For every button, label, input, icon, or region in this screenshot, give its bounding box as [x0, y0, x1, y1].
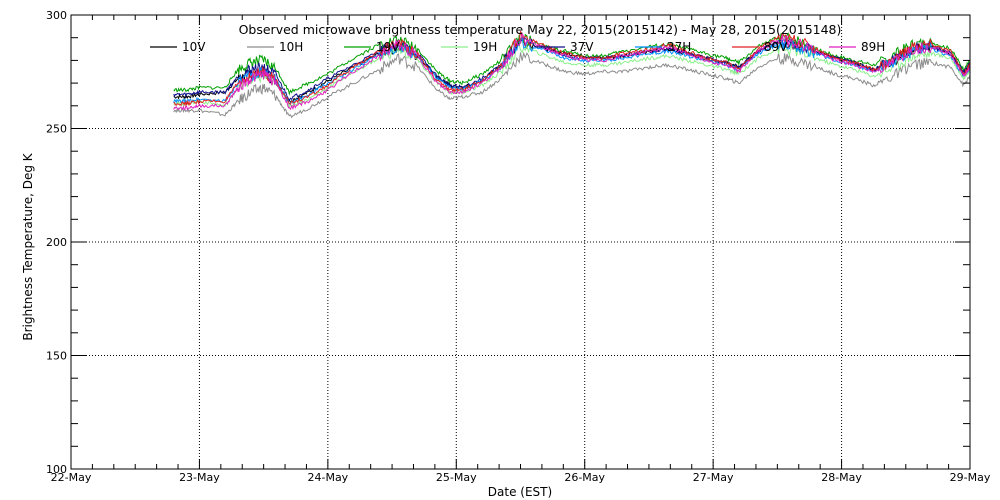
chart-title: Observed microwave brightness temperatur…	[239, 22, 842, 37]
y-tick-label: 100	[46, 463, 67, 476]
legend-label-19V: 19V	[376, 40, 400, 54]
axis-ticks	[70, 14, 971, 470]
x-axis-title: Date (EST)	[488, 485, 552, 499]
y-axis-title: Brightness Temperature, Deg K	[21, 152, 35, 340]
x-tick-label: 28-May	[821, 471, 862, 484]
y-tick-label: 150	[46, 350, 67, 363]
x-tick-label: 25-May	[436, 471, 477, 484]
legend: 10V 10H 19V 19H 37V 37H 89V 89H	[150, 40, 885, 54]
y-tick-label: 250	[46, 123, 67, 136]
legend-label-10V: 10V	[182, 40, 206, 54]
series-line-19V	[173, 32, 971, 96]
x-tick-label: 23-May	[179, 471, 220, 484]
legend-label-89V: 89V	[764, 40, 788, 54]
y-tick-label: 300	[46, 9, 67, 22]
legend-label-89H: 89H	[861, 40, 885, 54]
legend-label-10H: 10H	[279, 40, 303, 54]
tick-labels: 22-May 23-May 24-May 25-May 26-May 27-May 28-M…	[46, 9, 991, 484]
x-tick-label: 27-May	[693, 471, 734, 484]
x-tick-label: 24-May	[307, 471, 348, 484]
data-series	[173, 31, 971, 119]
series-line-10H	[173, 51, 971, 119]
series-line-37V	[173, 37, 971, 101]
legend-label-37H: 37H	[667, 40, 691, 54]
x-tick-label: 29-May	[950, 471, 991, 484]
grid-lines	[71, 15, 970, 469]
x-tick-label: 26-May	[564, 471, 605, 484]
legend-label-37V: 37V	[570, 40, 594, 54]
x-tick-label: 22-May	[51, 471, 92, 484]
y-tick-label: 200	[46, 236, 67, 249]
series-line-89H	[173, 32, 971, 111]
legend-label-19H: 19H	[473, 40, 497, 54]
